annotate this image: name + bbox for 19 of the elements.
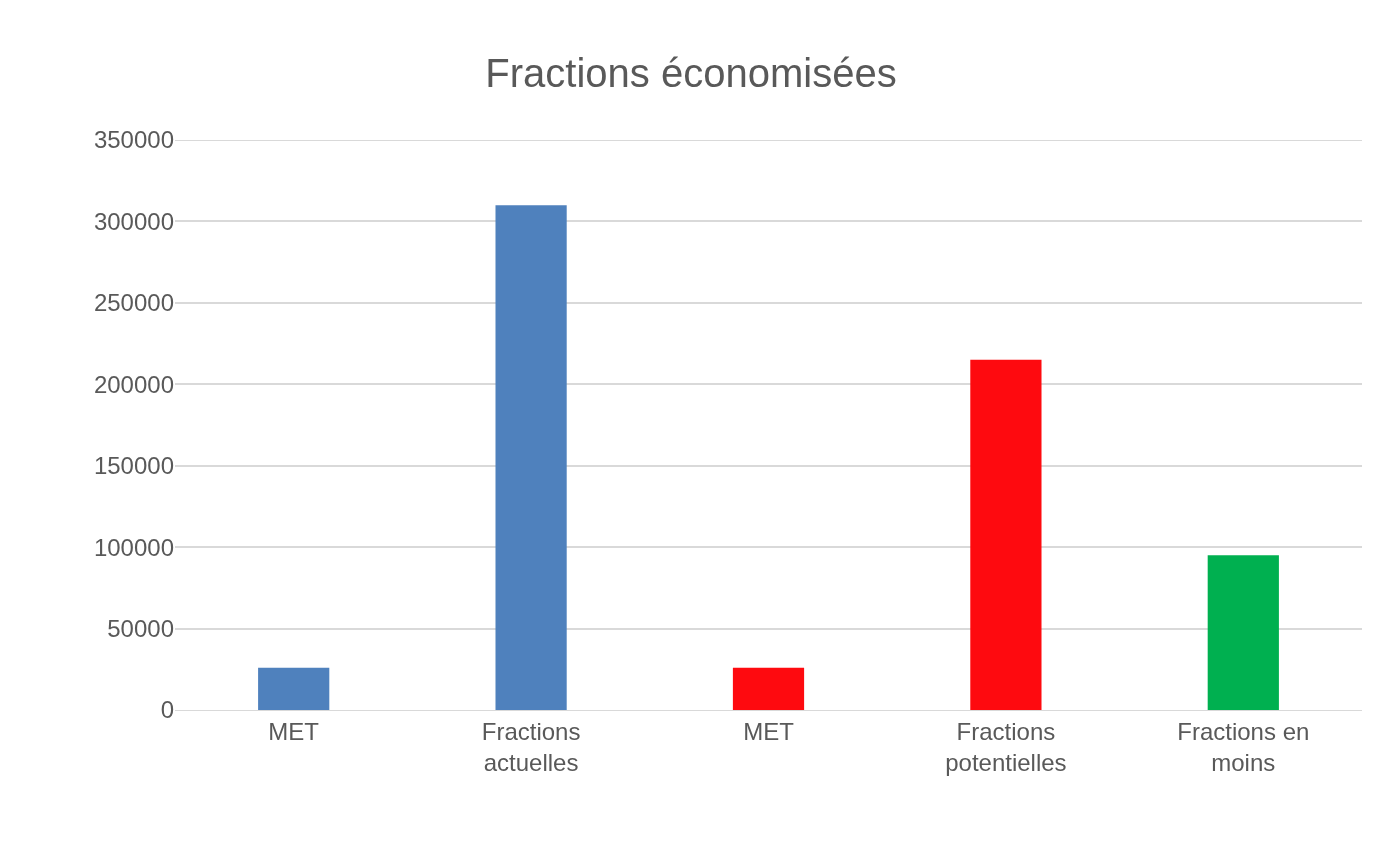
x-tick-label: MET — [743, 717, 795, 745]
y-tick-label: 250000 — [93, 289, 174, 317]
x-tick-label: Fractions potentielles — [945, 717, 1067, 776]
x-tick-label: Fractions actuelles — [481, 717, 581, 776]
bar — [1207, 555, 1279, 710]
bar — [970, 359, 1042, 710]
x-tick-label: Fractions en moins — [1177, 717, 1310, 776]
y-tick-label: 0 — [160, 696, 174, 724]
bar — [495, 205, 567, 710]
y-tick-label: 350000 — [93, 126, 174, 154]
y-tick-label: 50000 — [107, 614, 174, 642]
bar — [258, 667, 330, 710]
y-tick-label: 200000 — [93, 370, 174, 398]
x-tick-label: MET — [268, 717, 320, 745]
y-tick-label: 100000 — [93, 533, 174, 561]
chart-title: Fractions économisées — [485, 51, 897, 96]
bar — [732, 667, 805, 710]
y-tick-label: 150000 — [93, 452, 174, 480]
y-tick-label: 300000 — [93, 207, 174, 235]
